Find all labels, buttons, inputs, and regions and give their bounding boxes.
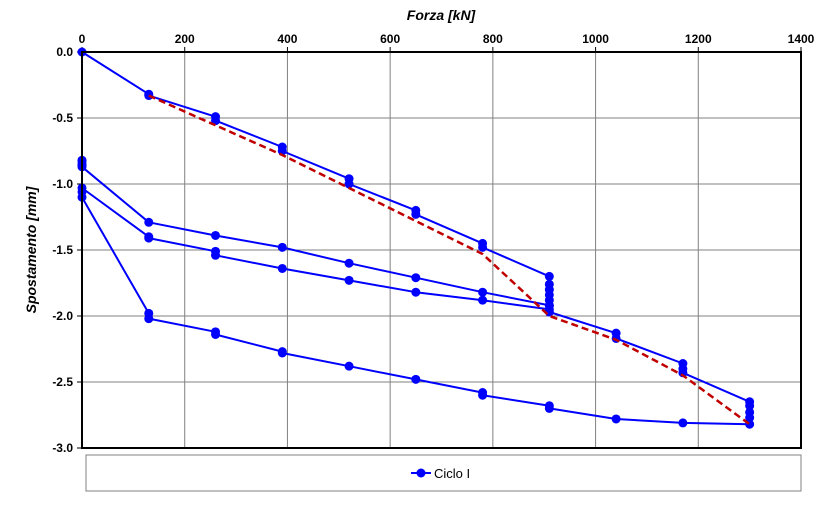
y-tick-labels: 0.0 -0.5 -1.0 -1.5 -2.0 -2.5 -3.0: [52, 45, 82, 455]
y-tick-label: -1.0: [52, 177, 73, 191]
y-tick-label: -2.5: [52, 375, 73, 389]
data-point: [277, 347, 287, 357]
data-point: [411, 209, 421, 219]
y-tick-label: 0.0: [56, 45, 73, 59]
data-point: [478, 242, 488, 252]
x-tick-label: 200: [175, 32, 195, 46]
data-point: [211, 327, 221, 337]
data-point: [411, 287, 421, 297]
data-point: [544, 300, 554, 310]
legend-box: [85, 454, 802, 492]
x-tick-label: 0: [79, 32, 86, 46]
data-point: [144, 233, 154, 243]
data-point: [144, 217, 154, 227]
x-tick-label: 1400: [788, 32, 815, 46]
data-point: [211, 116, 221, 126]
y-tick-label: -1.5: [52, 243, 73, 257]
data-point: [411, 374, 421, 384]
x-tick-label: 800: [483, 32, 503, 46]
dashed-trend-line: [148, 94, 751, 426]
data-point: [344, 361, 354, 371]
x-tick-label: 1000: [582, 32, 609, 46]
x-tick-labels: 0 200 400 600 800 1000 1200 1400: [79, 32, 815, 52]
legend-label-ciclo-i: Ciclo I: [434, 466, 470, 481]
data-point: [344, 275, 354, 285]
data-point: [344, 258, 354, 268]
data-point: [144, 308, 154, 318]
data-point: [745, 413, 755, 423]
data-point: [277, 263, 287, 273]
plot-border: [81, 51, 802, 449]
data-point: [544, 271, 554, 281]
data-point: [277, 242, 287, 252]
data-point: [544, 401, 554, 411]
x-tick-label: 400: [277, 32, 297, 46]
data-point: [211, 230, 221, 240]
x-axis-title: Forza [kN]: [407, 7, 477, 23]
y-tick-label: -3.0: [52, 441, 73, 455]
series-layer: [77, 47, 755, 429]
data-point: [678, 418, 688, 428]
data-point: [411, 273, 421, 283]
data-point: [344, 179, 354, 189]
data-point: [745, 401, 755, 411]
data-point: [144, 91, 154, 101]
y-axis-title: Spostamento [mm]: [23, 185, 39, 313]
data-point: [611, 414, 621, 424]
y-tick-label: -0.5: [52, 111, 73, 125]
data-point: [478, 287, 488, 297]
horizontal-gridlines: [82, 117, 801, 383]
legend: Ciclo I: [85, 454, 802, 492]
data-point: [211, 250, 221, 260]
x-tick-label: 1200: [685, 32, 712, 46]
x-tick-label: 600: [380, 32, 400, 46]
legend-marker-swatch: [416, 468, 426, 478]
data-point: [478, 388, 488, 398]
data-point: [478, 295, 488, 305]
y-tick-label: -2.0: [52, 309, 73, 323]
